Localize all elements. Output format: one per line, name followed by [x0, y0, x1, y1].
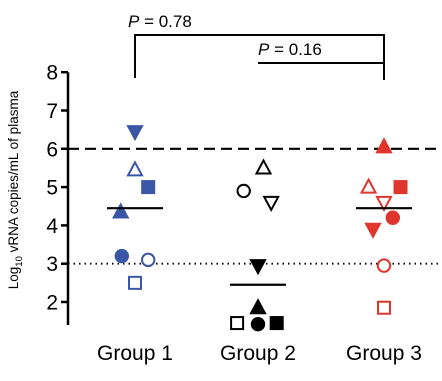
square-marker — [128, 275, 142, 290]
circle-marker — [385, 210, 400, 225]
triangle-down-marker — [375, 195, 393, 213]
y-tick-label: 8 — [46, 62, 58, 85]
circle-marker — [236, 183, 251, 199]
square-marker — [141, 180, 156, 195]
square-marker — [393, 180, 408, 195]
axes: 2 3 4 5 6 7 8 — [46, 62, 70, 325]
triangle-up-marker — [112, 202, 130, 219]
triangle-down-marker — [126, 125, 144, 142]
triangle-down-marker — [262, 195, 280, 213]
triangle-up-marker — [375, 137, 393, 154]
y-tick-label: 5 — [46, 177, 58, 200]
y-axis-title-subscript: 10 — [14, 256, 25, 267]
p-value: = 0.16 — [269, 40, 321, 59]
mean-lines — [107, 207, 412, 286]
p-value-brackets: P = 0.78P = 0.16 — [128, 12, 385, 80]
triangle-up-marker — [359, 177, 378, 194]
square-marker — [269, 316, 284, 331]
triangle-down-marker — [364, 222, 382, 239]
triangle-up-marker — [254, 158, 273, 175]
category-label: Group 3 — [346, 342, 422, 365]
y-tick-label: 2 — [46, 292, 58, 315]
y-axis-title-rest: vRNA copies/mL of plasma — [6, 90, 21, 256]
y-axis-label: Log10 vRNA copies/mL of plasma — [6, 90, 25, 289]
circle-marker — [376, 258, 392, 273]
y-axis-title-log: Log — [6, 267, 21, 290]
y-tick-label: 3 — [46, 253, 58, 276]
circle-marker — [141, 252, 156, 268]
triangle-up-marker — [249, 298, 267, 315]
p-symbol: P — [128, 12, 140, 31]
category-label: Group 2 — [220, 342, 296, 365]
square-marker — [377, 300, 391, 315]
data-points — [112, 125, 408, 332]
p-value-label: P = 0.78 — [128, 12, 192, 31]
y-tick-label: 4 — [46, 215, 58, 238]
comparison-bracket — [258, 62, 385, 80]
triangle-up-marker — [126, 160, 144, 177]
x-axis-categories: Group 1 Group 2 Group 3 — [97, 342, 422, 365]
category-label: Group 1 — [97, 342, 173, 365]
circle-marker — [114, 248, 130, 264]
circle-marker — [250, 317, 266, 332]
p-value: = 0.78 — [139, 12, 191, 31]
y-tick-label: 6 — [46, 138, 58, 161]
square-marker — [230, 316, 245, 331]
comparison-bracket — [134, 34, 385, 80]
y-axis-title: Log10 vRNA copies/mL of plasma — [6, 90, 25, 289]
p-symbol: P — [258, 40, 270, 59]
triangle-down-marker — [249, 259, 267, 276]
y-tick-label: 7 — [46, 100, 58, 123]
p-value-label: P = 0.16 — [258, 40, 322, 59]
